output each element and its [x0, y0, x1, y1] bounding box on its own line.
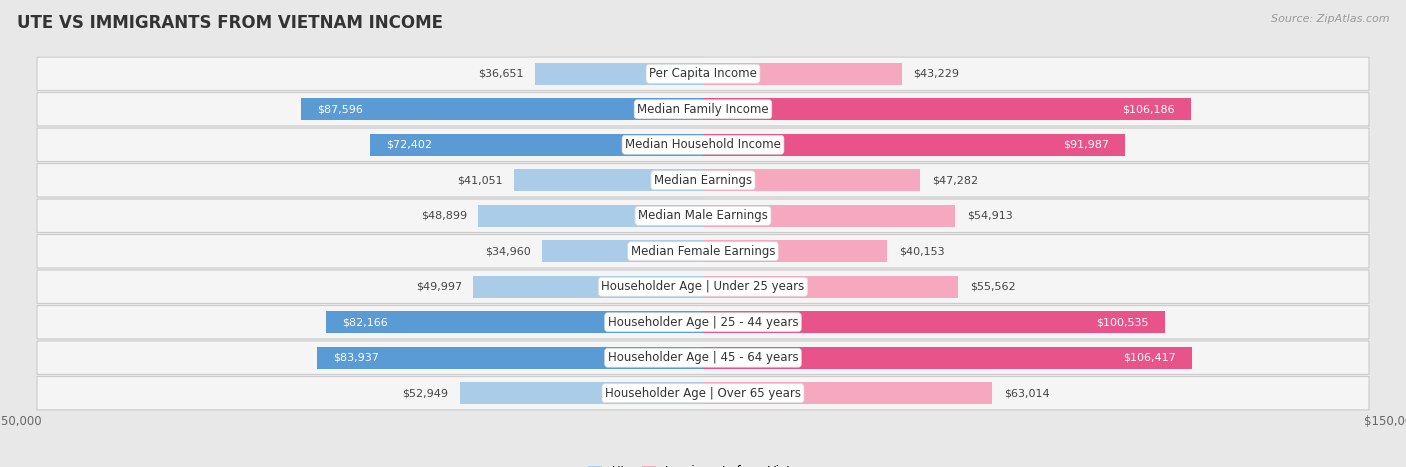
FancyBboxPatch shape — [37, 92, 1369, 126]
Text: Median Male Earnings: Median Male Earnings — [638, 209, 768, 222]
Bar — [474, 276, 703, 298]
Bar — [370, 134, 703, 156]
FancyBboxPatch shape — [37, 234, 1369, 268]
Text: $36,651: $36,651 — [478, 69, 523, 79]
FancyBboxPatch shape — [37, 199, 1369, 233]
FancyBboxPatch shape — [37, 128, 1369, 162]
Text: UTE VS IMMIGRANTS FROM VIETNAM INCOME: UTE VS IMMIGRANTS FROM VIETNAM INCOME — [17, 14, 443, 32]
Text: $54,913: $54,913 — [967, 211, 1012, 221]
Bar — [326, 311, 703, 333]
Bar — [318, 347, 703, 369]
Text: $34,960: $34,960 — [485, 246, 531, 256]
Text: $47,282: $47,282 — [932, 175, 977, 185]
Text: $106,417: $106,417 — [1123, 353, 1175, 363]
Text: Median Female Earnings: Median Female Earnings — [631, 245, 775, 258]
Text: $43,229: $43,229 — [912, 69, 959, 79]
Bar — [703, 311, 1164, 333]
Text: Householder Age | Under 25 years: Householder Age | Under 25 years — [602, 280, 804, 293]
Bar — [515, 169, 703, 191]
FancyBboxPatch shape — [37, 376, 1369, 410]
FancyBboxPatch shape — [37, 341, 1369, 375]
Bar — [703, 205, 955, 227]
Bar — [703, 134, 1125, 156]
Bar — [703, 347, 1192, 369]
Bar — [703, 98, 1191, 120]
Legend: Ute, Immigrants from Vietnam: Ute, Immigrants from Vietnam — [583, 460, 823, 467]
Text: $82,166: $82,166 — [342, 317, 388, 327]
Text: $87,596: $87,596 — [316, 104, 363, 114]
Bar — [534, 63, 703, 85]
Bar — [543, 240, 703, 262]
Text: $72,402: $72,402 — [387, 140, 433, 150]
Text: $83,937: $83,937 — [333, 353, 380, 363]
Text: Median Household Income: Median Household Income — [626, 138, 780, 151]
FancyBboxPatch shape — [37, 305, 1369, 339]
Text: $106,186: $106,186 — [1122, 104, 1174, 114]
Text: Median Earnings: Median Earnings — [654, 174, 752, 187]
Text: $52,949: $52,949 — [402, 388, 449, 398]
FancyBboxPatch shape — [37, 57, 1369, 91]
Text: $63,014: $63,014 — [1004, 388, 1049, 398]
Text: $40,153: $40,153 — [898, 246, 945, 256]
Text: Median Family Income: Median Family Income — [637, 103, 769, 116]
Text: Per Capita Income: Per Capita Income — [650, 67, 756, 80]
Text: Householder Age | 25 - 44 years: Householder Age | 25 - 44 years — [607, 316, 799, 329]
FancyBboxPatch shape — [37, 163, 1369, 197]
Text: $55,562: $55,562 — [970, 282, 1015, 292]
Text: Source: ZipAtlas.com: Source: ZipAtlas.com — [1271, 14, 1389, 24]
Bar — [478, 205, 703, 227]
Bar — [460, 382, 703, 404]
Bar — [703, 382, 993, 404]
Text: Householder Age | Over 65 years: Householder Age | Over 65 years — [605, 387, 801, 400]
Text: $41,051: $41,051 — [457, 175, 503, 185]
Text: $91,987: $91,987 — [1063, 140, 1109, 150]
Text: Householder Age | 45 - 64 years: Householder Age | 45 - 64 years — [607, 351, 799, 364]
FancyBboxPatch shape — [37, 270, 1369, 304]
Bar — [703, 276, 959, 298]
Bar — [703, 63, 901, 85]
Bar — [301, 98, 703, 120]
Text: $100,535: $100,535 — [1097, 317, 1149, 327]
Text: $49,997: $49,997 — [416, 282, 463, 292]
Text: $48,899: $48,899 — [420, 211, 467, 221]
Bar — [703, 169, 920, 191]
Bar — [703, 240, 887, 262]
